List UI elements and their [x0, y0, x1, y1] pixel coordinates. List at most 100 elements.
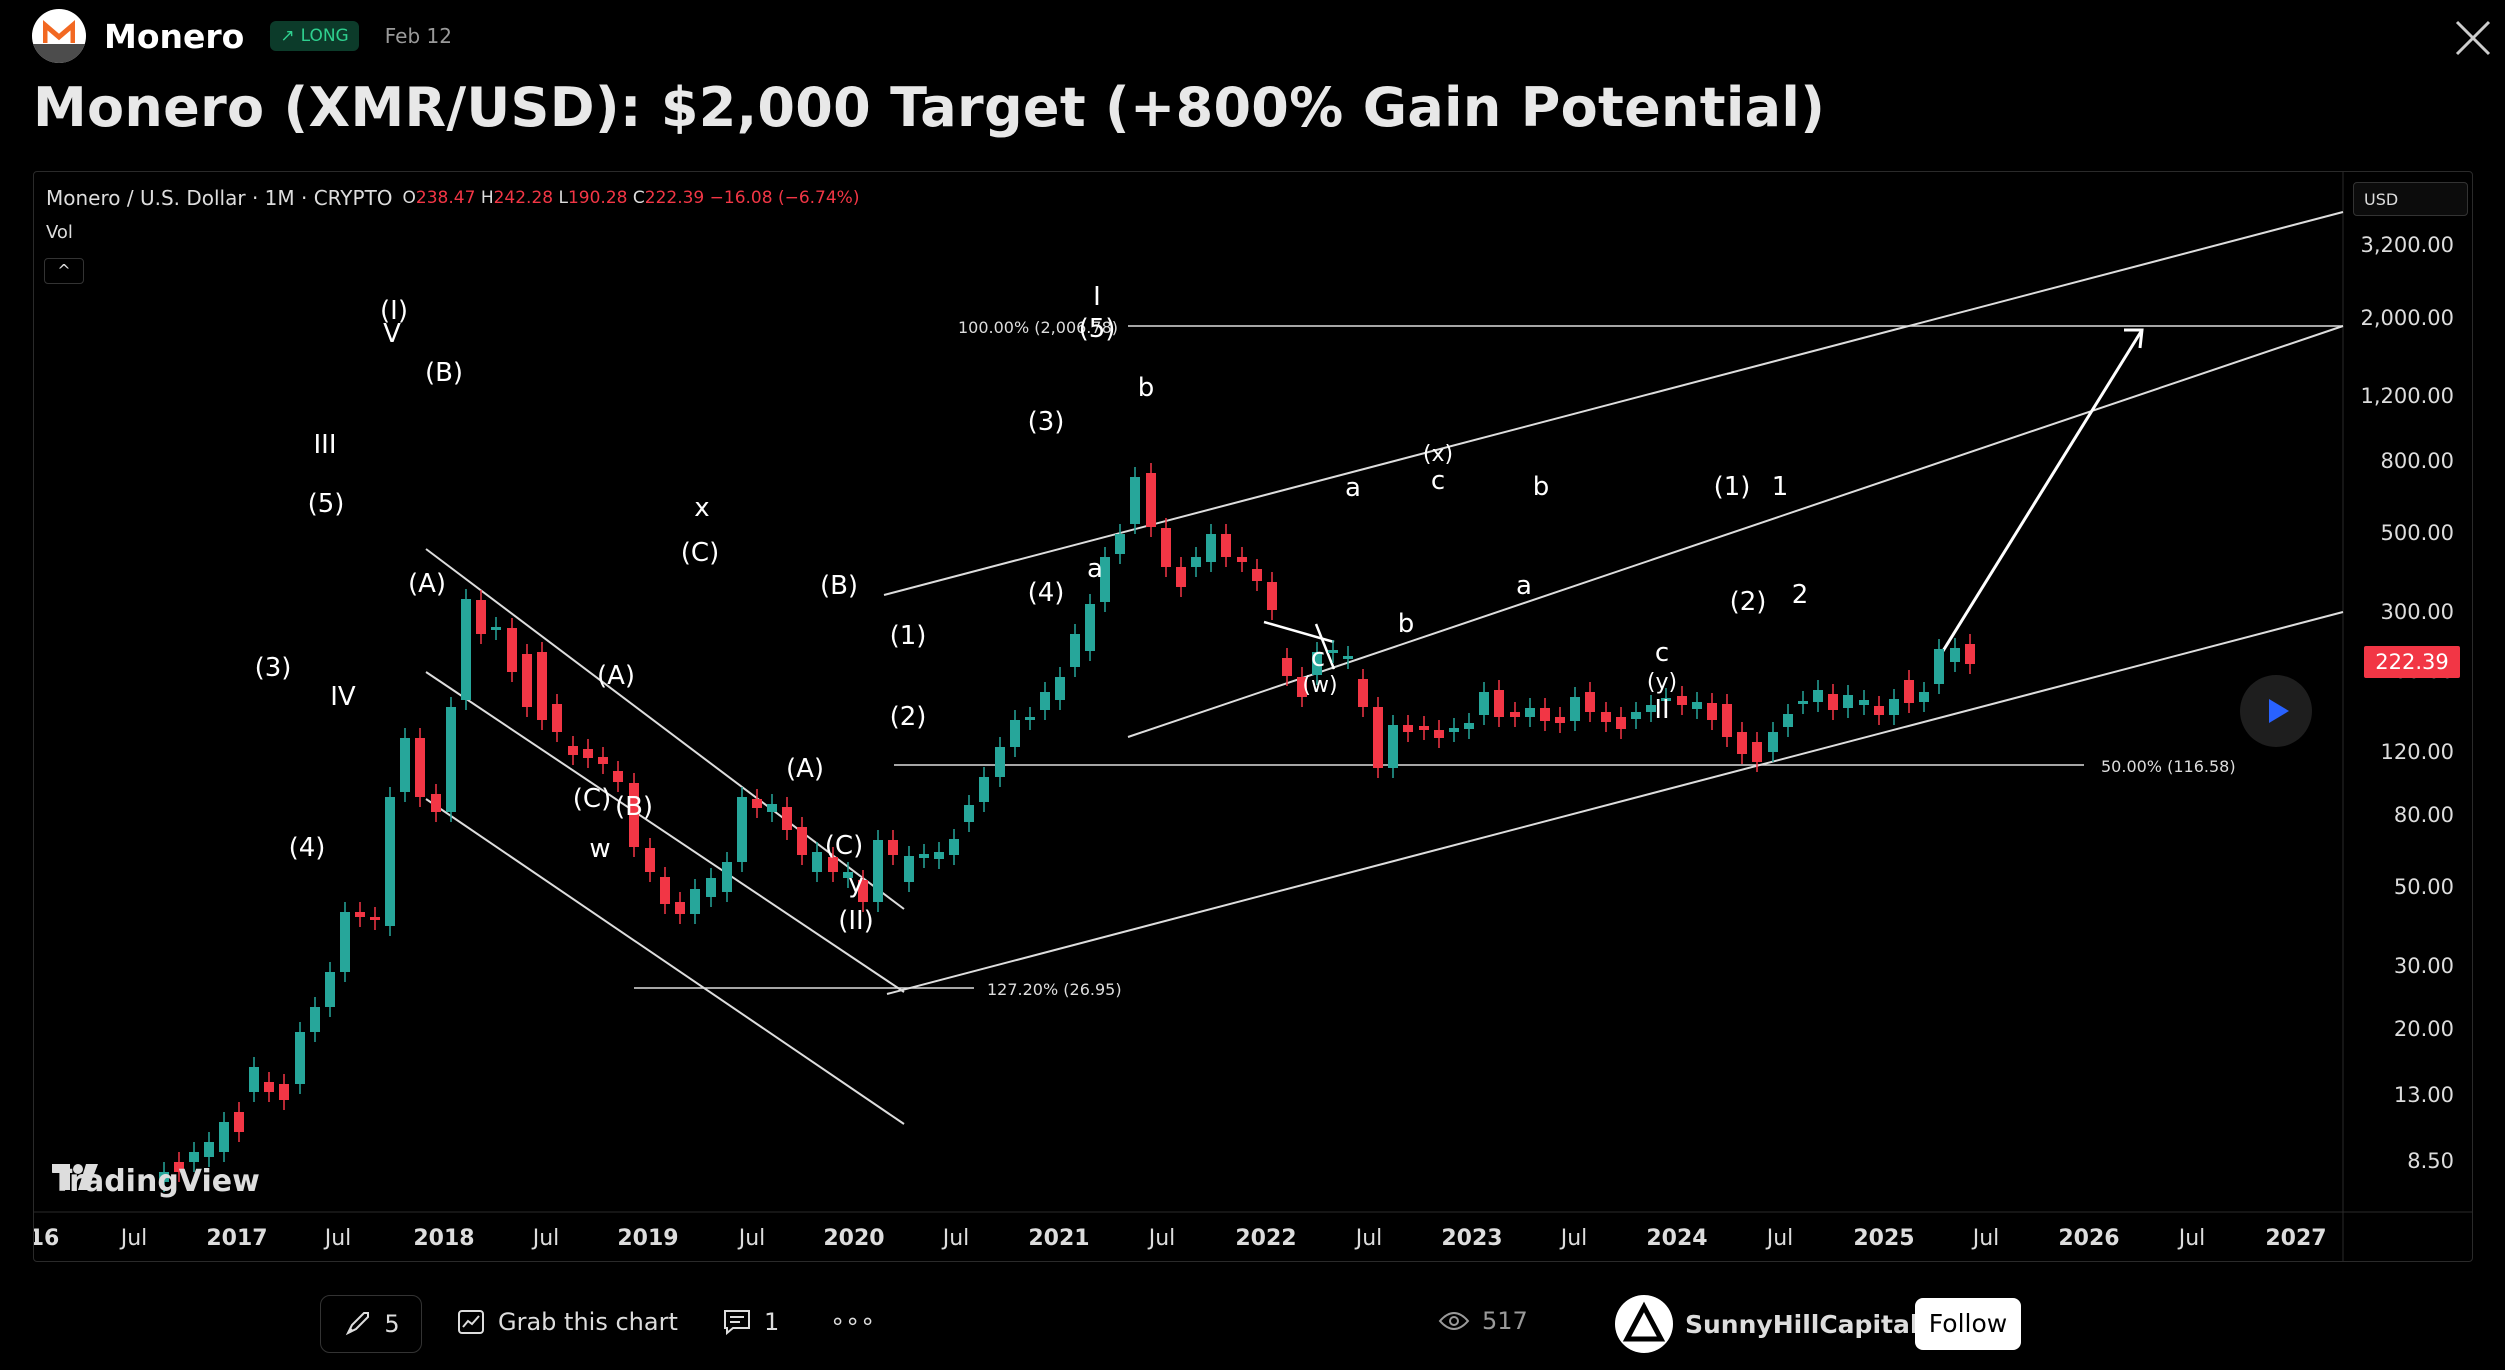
wave-label: IV — [330, 682, 356, 712]
candle — [1206, 534, 1216, 562]
trend-line — [1314, 623, 1336, 670]
candle — [370, 917, 380, 920]
x-tick-label: 2025 — [1853, 1226, 1914, 1251]
candle — [979, 777, 989, 802]
volume-label[interactable]: Vol — [46, 222, 73, 243]
author-avatar[interactable] — [1615, 1295, 1673, 1353]
close-icon[interactable] — [2453, 18, 2493, 58]
candle — [1237, 557, 1247, 562]
arrow-up-right-icon: ↗ — [280, 26, 295, 46]
trend-line — [425, 548, 905, 910]
tradingview-watermark[interactable]: TradingView — [52, 1164, 260, 1199]
boost-button[interactable]: 5 — [320, 1295, 422, 1353]
x-tick-label: Jul — [2177, 1226, 2206, 1251]
candle — [1631, 712, 1641, 719]
wave-label: (5) — [1079, 314, 1116, 344]
candle — [828, 857, 838, 872]
candle — [934, 852, 944, 859]
candle — [400, 738, 410, 792]
candle — [949, 839, 959, 855]
x-tick-label: Jul — [531, 1226, 560, 1251]
candle — [1328, 650, 1338, 653]
idea-header: Monero ↗ LONG Feb 12 — [32, 9, 452, 63]
candle — [431, 794, 441, 812]
wave-label: (B) — [425, 358, 463, 388]
candle — [995, 747, 1005, 777]
symbol-name[interactable]: Monero — [104, 16, 245, 56]
candle — [722, 862, 732, 892]
candle — [1950, 648, 1960, 662]
wave-label: (II) — [838, 906, 874, 936]
fib-level-label: 50.00% (116.58) — [2101, 757, 2236, 776]
candle — [1540, 708, 1550, 721]
wave-label: (B) — [820, 571, 858, 601]
x-tick-label: 2019 — [617, 1226, 678, 1251]
candle — [1403, 725, 1413, 732]
x-tick-label: Jul — [1971, 1226, 2000, 1251]
candle — [675, 902, 685, 914]
wave-label: (C) — [681, 538, 719, 568]
more-options-icon[interactable]: ∘∘∘ — [830, 1307, 876, 1335]
monero-logo-icon[interactable] — [32, 9, 86, 63]
candle — [461, 599, 471, 700]
candle — [1146, 473, 1156, 527]
candle — [919, 854, 929, 858]
candle — [690, 889, 700, 914]
candle — [1449, 728, 1459, 732]
fib-level-label: 100.00% (2,006.78) — [958, 318, 1118, 337]
candle — [782, 807, 792, 830]
idea-title: Monero (XMR/USD): $2,000 Target (+800% G… — [33, 76, 1826, 139]
wave-label: (A) — [597, 661, 635, 691]
x-tick-label: Jul — [1147, 1226, 1176, 1251]
arrow-head — [2124, 328, 2144, 349]
comments-button[interactable]: 1 — [722, 1307, 779, 1337]
candle — [1358, 679, 1368, 707]
wave-label: II — [1654, 695, 1669, 725]
wave-label: V — [383, 319, 401, 349]
symbol-description: Monero / U.S. Dollar · 1M · CRYPTO — [46, 186, 393, 210]
tradingview-logo-icon — [52, 1164, 98, 1190]
x-tick-label: 2021 — [1028, 1226, 1089, 1251]
author-name[interactable]: SunnyHillCapital — [1685, 1309, 1919, 1339]
candle — [1919, 692, 1929, 702]
candle — [904, 856, 914, 882]
candle — [1768, 732, 1778, 752]
collapse-button[interactable]: ^ — [44, 258, 84, 284]
play-button[interactable] — [2240, 675, 2312, 747]
x-tick-label: Jul — [323, 1226, 352, 1251]
candle — [385, 797, 395, 926]
last-price-tag: 222.39 — [2364, 646, 2460, 678]
currency-selector[interactable]: USD — [2353, 182, 2468, 216]
author-block[interactable]: SunnyHillCapital — [1615, 1295, 1946, 1353]
candle — [1813, 690, 1823, 702]
candle — [1965, 644, 1975, 664]
candle — [1191, 557, 1201, 567]
candle — [598, 757, 608, 764]
wave-label: (4) — [1028, 578, 1065, 608]
x-tick-label: 2018 — [413, 1226, 474, 1251]
candle — [1570, 697, 1580, 721]
long-badge: ↗ LONG — [270, 21, 359, 51]
wave-label: a — [1345, 473, 1361, 503]
wave-label: (4) — [289, 833, 326, 863]
grab-chart-button[interactable]: Grab this chart — [456, 1307, 678, 1337]
candle — [1661, 698, 1671, 701]
x-tick-label: Jul — [1354, 1226, 1383, 1251]
candle — [476, 600, 486, 634]
fib-level-label: 127.20% (26.95) — [987, 980, 1122, 999]
wave-label: (B) — [615, 792, 653, 822]
follow-button[interactable]: Follow — [1915, 1298, 2021, 1350]
candle — [1434, 730, 1444, 738]
candle — [660, 877, 670, 904]
candle — [858, 880, 868, 902]
candle — [1859, 700, 1869, 705]
candle — [1783, 714, 1793, 727]
price-chart[interactable]: 3,200.00 2,000.00 1,200.00 800.00 500.00 300.… — [34, 172, 2473, 1262]
candle — [752, 799, 762, 808]
chart-panel[interactable]: 3,200.00 2,000.00 1,200.00 800.00 500.00 300.… — [33, 171, 2473, 1262]
x-tick-label: 2027 — [2265, 1226, 2326, 1251]
candle — [507, 628, 517, 672]
candle — [415, 738, 425, 797]
candle — [1798, 701, 1808, 704]
wave-label: (3) — [1028, 407, 1065, 437]
